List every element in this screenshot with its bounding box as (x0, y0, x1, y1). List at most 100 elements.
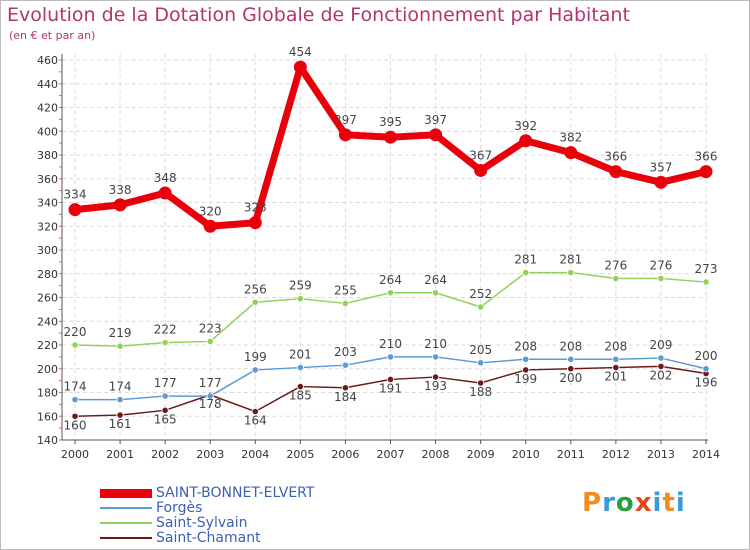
data-label: 220 (64, 325, 87, 339)
data-label: 255 (334, 283, 357, 297)
data-point (206, 337, 214, 346)
data-point (522, 366, 530, 374)
data-label: 201 (604, 370, 627, 384)
data-label: 223 (199, 321, 222, 335)
data-point (567, 355, 575, 363)
data-point (293, 60, 307, 74)
data-label: 210 (379, 337, 402, 351)
data-label: 164 (244, 414, 267, 428)
x-tick-label: 2002 (151, 448, 179, 461)
data-point (612, 274, 620, 283)
data-point (699, 165, 713, 179)
data-point (702, 278, 710, 286)
y-tick-label: 320 (37, 220, 58, 233)
legend-swatch (100, 488, 152, 498)
legend-label: Saint-Sylvain (156, 515, 248, 531)
data-point (158, 186, 172, 200)
logo-letter: P (582, 488, 603, 518)
data-label: 397 (424, 113, 447, 127)
data-point (161, 339, 169, 347)
data-point (612, 355, 620, 363)
data-point (296, 382, 304, 391)
data-label: 366 (695, 150, 718, 164)
data-label: 191 (379, 381, 402, 395)
data-label: 208 (604, 339, 627, 353)
data-label: 395 (379, 115, 402, 129)
data-label: 174 (64, 380, 87, 394)
data-label: 209 (649, 338, 672, 352)
y-tick-label: 280 (37, 268, 58, 281)
data-label: 178 (199, 397, 222, 411)
data-point (386, 375, 395, 384)
data-label: 273 (695, 262, 718, 276)
data-label: 193 (424, 379, 447, 393)
data-label: 222 (154, 323, 177, 337)
x-tick-label: 2000 (61, 448, 89, 461)
data-point (522, 355, 530, 363)
data-point (116, 342, 124, 350)
data-point (68, 203, 82, 217)
data-label: 200 (695, 349, 718, 363)
data-point (474, 163, 488, 177)
data-point (431, 373, 440, 381)
data-label: 160 (64, 418, 87, 432)
data-label: 161 (109, 417, 132, 431)
x-tick-label: 2009 (467, 448, 495, 461)
data-point (206, 392, 214, 400)
data-label: 338 (109, 183, 132, 197)
chart-subtitle: (en € et par an) (9, 29, 96, 42)
data-point (116, 396, 124, 404)
chart-title: Evolution de la Dotation Globale de Fonc… (7, 4, 630, 26)
x-tick-label: 2011 (557, 448, 585, 461)
data-point (338, 128, 352, 142)
data-point (429, 128, 443, 142)
logo-letter: t (662, 488, 676, 518)
x-tick-label: 2008 (422, 448, 450, 461)
data-label: 208 (514, 339, 537, 353)
data-point (71, 396, 79, 404)
data-point (431, 353, 440, 361)
logo-letter: o (615, 488, 635, 518)
y-tick-label: 440 (37, 78, 58, 91)
data-point (203, 219, 217, 233)
data-point (71, 412, 79, 420)
data-label: 210 (424, 337, 447, 351)
data-label: 276 (649, 259, 672, 273)
y-tick-label: 180 (37, 387, 58, 400)
data-point (248, 216, 262, 230)
y-tick-label: 260 (37, 292, 58, 305)
data-point (477, 379, 485, 387)
data-label: 252 (469, 287, 492, 301)
data-point (702, 365, 710, 373)
logo-letter: r (602, 488, 616, 518)
data-label: 397 (334, 113, 357, 127)
data-label: 256 (244, 282, 267, 296)
data-label: 367 (469, 148, 492, 162)
data-label: 382 (559, 131, 582, 145)
data-point (251, 366, 259, 374)
data-label: 165 (154, 412, 177, 426)
y-tick-label: 220 (37, 339, 58, 352)
x-tick-label: 2014 (692, 448, 720, 461)
data-label: 196 (695, 376, 718, 390)
y-tick-label: 240 (37, 315, 58, 328)
data-label: 276 (604, 259, 627, 273)
data-point (296, 295, 304, 303)
legend-label: Saint-Chamant (156, 530, 261, 546)
data-point (477, 359, 485, 367)
data-point (116, 411, 124, 419)
data-label: 264 (424, 273, 447, 287)
data-point (386, 353, 395, 361)
data-point (519, 134, 533, 148)
data-point (251, 298, 259, 306)
data-label: 200 (559, 371, 582, 385)
data-label: 208 (559, 339, 582, 353)
data-point (567, 365, 575, 373)
data-point (609, 165, 623, 179)
data-label: 320 (199, 204, 222, 218)
data-label: 205 (469, 343, 492, 357)
y-tick-label: 460 (37, 54, 58, 67)
data-point (386, 289, 395, 297)
y-tick-label: 200 (37, 363, 58, 376)
